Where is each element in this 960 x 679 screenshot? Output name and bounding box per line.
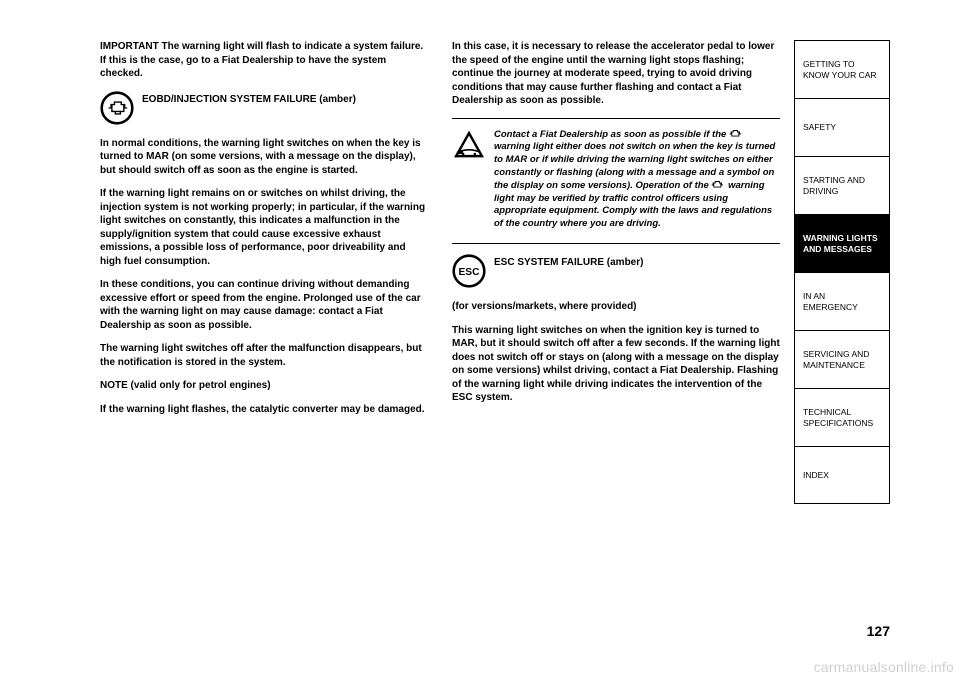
esc-title: ESC SYSTEM FAILURE (amber)	[494, 254, 643, 269]
right-column: In this case, it is necessary to release…	[452, 40, 780, 640]
paragraph: If the warning light remains on or switc…	[100, 187, 428, 268]
esc-icon: ESC	[452, 254, 486, 288]
tab-servicing[interactable]: SERVICING AND MAINTENANCE	[794, 330, 890, 388]
left-column: IMPORTANT The warning light will flash t…	[100, 40, 428, 640]
esc-heading: ESC ESC SYSTEM FAILURE (amber)	[452, 254, 780, 288]
tab-getting-to-know[interactable]: GETTING TO KNOW YOUR CAR	[794, 40, 890, 98]
tab-starting-driving[interactable]: STARTING AND DRIVING	[794, 156, 890, 214]
page-content: IMPORTANT The warning light will flash t…	[100, 40, 780, 640]
paragraph: IMPORTANT The warning light will flash t…	[100, 40, 428, 81]
warning-triangle-icon	[452, 129, 486, 159]
paragraph: In this case, it is necessary to release…	[452, 40, 780, 108]
page-number: 127	[867, 623, 890, 639]
engine-inline-icon	[729, 129, 743, 139]
warning-callout: Contact a Fiat Dealership as soon as pos…	[452, 129, 780, 232]
engine-inline-icon	[711, 180, 725, 190]
note-heading: NOTE (valid only for petrol engines)	[100, 379, 428, 393]
svg-text:ESC: ESC	[459, 267, 481, 278]
tab-index[interactable]: INDEX	[794, 446, 890, 504]
paragraph: The warning light switches off after the…	[100, 342, 428, 369]
paragraph: (for versions/markets, where provided)	[452, 300, 780, 314]
watermark: carmanualsonline.info	[814, 659, 954, 675]
engine-icon	[100, 91, 134, 125]
eobd-title: EOBD/INJECTION SYSTEM FAILURE (amber)	[142, 91, 356, 106]
paragraph: In normal conditions, the warning light …	[100, 137, 428, 178]
tab-tech-specs[interactable]: TECHNICAL SPECIFICATIONS	[794, 388, 890, 446]
tab-warning-lights[interactable]: WARNING LIGHTS AND MESSAGES	[794, 214, 890, 272]
paragraph: This warning light switches on when the …	[452, 324, 780, 405]
tab-safety[interactable]: SAFETY	[794, 98, 890, 156]
divider	[452, 118, 780, 119]
divider	[452, 243, 780, 244]
paragraph: In these conditions, you can continue dr…	[100, 278, 428, 332]
paragraph: If the warning light flashes, the cataly…	[100, 403, 428, 417]
sidebar-tabs: GETTING TO KNOW YOUR CAR SAFETY STARTING…	[794, 40, 890, 504]
warning-text: Contact a Fiat Dealership as soon as pos…	[494, 129, 780, 232]
eobd-heading: EOBD/INJECTION SYSTEM FAILURE (amber)	[100, 91, 428, 125]
tab-emergency[interactable]: IN AN EMERGENCY	[794, 272, 890, 330]
